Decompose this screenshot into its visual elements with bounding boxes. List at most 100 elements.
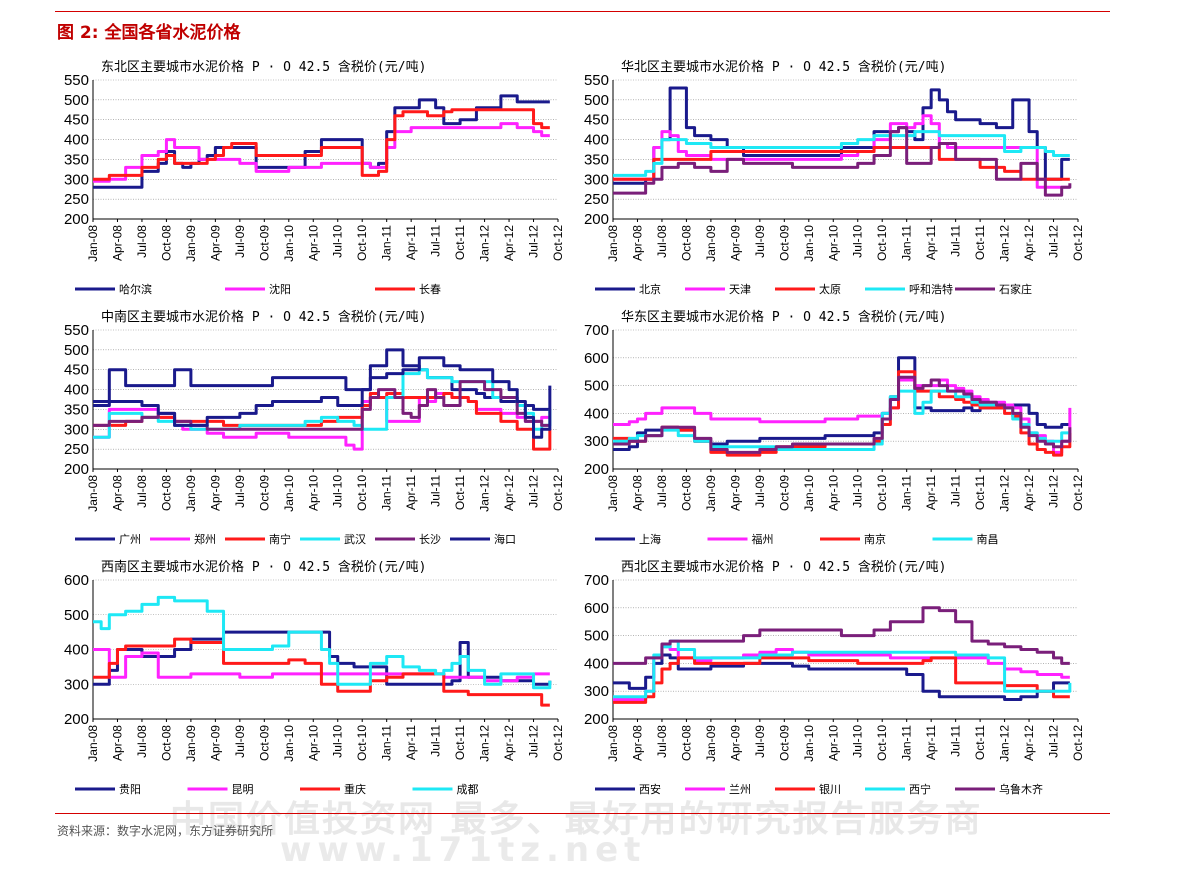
x-tick-label: Apr-10 [826, 725, 840, 761]
x-tick-label: Apr-08 [110, 475, 124, 511]
y-tick-label: 200 [64, 711, 89, 728]
y-tick-label: 300 [584, 433, 609, 450]
legend-label: 广州 [119, 533, 141, 546]
series-line [93, 108, 550, 181]
x-tick-label: Oct-08 [679, 225, 693, 261]
y-tick-label: 350 [584, 151, 609, 168]
x-tick-label: Jul-09 [233, 725, 247, 758]
x-tick-label: Oct-12 [1071, 725, 1085, 761]
x-tick-label: Oct-08 [159, 225, 173, 261]
x-tick-label: Oct-11 [453, 225, 467, 260]
legend-label: 武汉 [344, 533, 366, 546]
series-line [613, 146, 1070, 181]
y-tick-label: 250 [64, 441, 89, 458]
x-tick-label: Jul-08 [135, 725, 149, 758]
legend-label: 兰州 [729, 783, 751, 796]
x-tick-label: Jul-09 [233, 475, 247, 508]
x-tick-label: Oct-11 [453, 725, 467, 760]
x-tick-label: Jul-08 [655, 225, 669, 258]
y-tick-label: 300 [64, 676, 89, 693]
y-tick-label: 300 [584, 171, 609, 188]
x-tick-label: Oct-12 [1071, 475, 1085, 511]
legend-label: 重庆 [344, 782, 366, 796]
x-tick-label: Jan-09 [184, 725, 198, 762]
series-line [613, 375, 1072, 454]
x-tick-label: Apr-08 [630, 475, 644, 511]
x-tick-label: Apr-09 [728, 725, 742, 761]
y-tick-label: 500 [64, 607, 89, 624]
x-tick-label: Oct-08 [159, 475, 173, 511]
x-tick-label: Apr-11 [404, 725, 418, 760]
series-line [613, 639, 1072, 699]
x-tick-label: Jan-11 [900, 225, 914, 261]
legend-label: 昆明 [232, 783, 254, 796]
legend-label: 长春 [419, 283, 441, 296]
x-tick-label: Jan-09 [704, 225, 718, 262]
x-tick-label: Jan-10 [282, 725, 296, 762]
chart-central-south: 中南区主要城市水泥价格 P · O 42.5 含税价(元/吨) 200 250 300… [64, 309, 565, 546]
series-line [93, 122, 550, 183]
x-tick-label: Jul-11 [429, 475, 443, 507]
y-tick-label: 300 [64, 171, 89, 188]
series-line [93, 637, 550, 707]
x-tick-label: Apr-11 [404, 475, 418, 510]
y-tick-label: 350 [64, 401, 89, 418]
x-tick-label: Jan-11 [380, 475, 394, 511]
x-tick-label: Apr-11 [924, 475, 938, 510]
watermark-url: www.171tz.net [280, 830, 647, 870]
x-tick-label: Jan-09 [704, 725, 718, 762]
x-tick-label: Apr-10 [826, 225, 840, 261]
chart-northeast: 东北区主要城市水泥价格 P · O 42.5 含税价(元/吨) 200 250 300… [64, 59, 565, 296]
x-tick-label: Apr-10 [306, 475, 320, 511]
y-tick-label: 400 [584, 405, 609, 422]
x-tick-label: Apr-09 [208, 225, 222, 261]
x-tick-label: Jan-09 [184, 225, 198, 262]
x-tick-label: Oct-10 [875, 725, 889, 761]
y-tick-label: 500 [584, 628, 609, 645]
y-tick-label: 600 [584, 600, 609, 617]
x-tick-label: Apr-11 [924, 725, 938, 760]
x-tick-label: Jul-08 [655, 475, 669, 508]
x-tick-label: Jan-09 [184, 475, 198, 512]
legend-label: 成都 [457, 783, 479, 796]
x-tick-label: Jan-10 [802, 725, 816, 762]
x-tick-label: Apr-09 [208, 475, 222, 511]
legend-label: 哈尔滨 [119, 282, 152, 296]
x-tick-label: Oct-12 [1071, 225, 1085, 261]
legend-label: 南京 [864, 532, 886, 546]
y-tick-label: 700 [584, 322, 609, 339]
x-tick-label: Apr-10 [306, 225, 320, 261]
x-tick-label: Jan-11 [380, 225, 394, 261]
x-tick-label: Apr-09 [728, 225, 742, 261]
y-tick-label: 600 [584, 350, 609, 367]
x-tick-label: Jul-10 [851, 475, 865, 508]
x-tick-label: Apr-10 [826, 475, 840, 511]
x-tick-label: Jul-12 [527, 725, 541, 758]
y-tick-label: 400 [64, 382, 89, 399]
y-tick-label: 350 [64, 151, 89, 168]
x-tick-label: Oct-08 [679, 475, 693, 511]
x-tick-label: Oct-10 [355, 225, 369, 261]
x-tick-label: Jul-12 [1047, 475, 1061, 508]
x-tick-label: Jul-12 [527, 475, 541, 508]
x-tick-label: Jan-08 [86, 225, 100, 262]
figure-title-text: 全国各省水泥价格 [104, 23, 241, 43]
x-tick-label: Jul-09 [233, 225, 247, 258]
x-tick-label: Oct-09 [777, 225, 791, 261]
legend-label: 贵阳 [119, 783, 141, 796]
x-tick-label: Jan-12 [478, 225, 492, 262]
x-tick-label: Jul-09 [753, 225, 767, 258]
legend-label: 西宁 [909, 782, 931, 796]
x-tick-label: Jul-08 [655, 725, 669, 758]
x-tick-label: Apr-09 [728, 475, 742, 511]
y-tick-label: 550 [64, 72, 89, 89]
legend-label: 太原 [819, 283, 841, 296]
y-tick-label: 200 [64, 461, 89, 478]
x-tick-label: Apr-12 [502, 475, 516, 511]
series-line [613, 606, 1070, 665]
x-tick-label: Jan-08 [606, 475, 620, 512]
figure-number: 图 2: [57, 23, 99, 43]
x-tick-label: Oct-09 [257, 225, 271, 261]
legend-label: 沈阳 [269, 282, 291, 296]
x-tick-label: Jan-11 [900, 725, 914, 761]
